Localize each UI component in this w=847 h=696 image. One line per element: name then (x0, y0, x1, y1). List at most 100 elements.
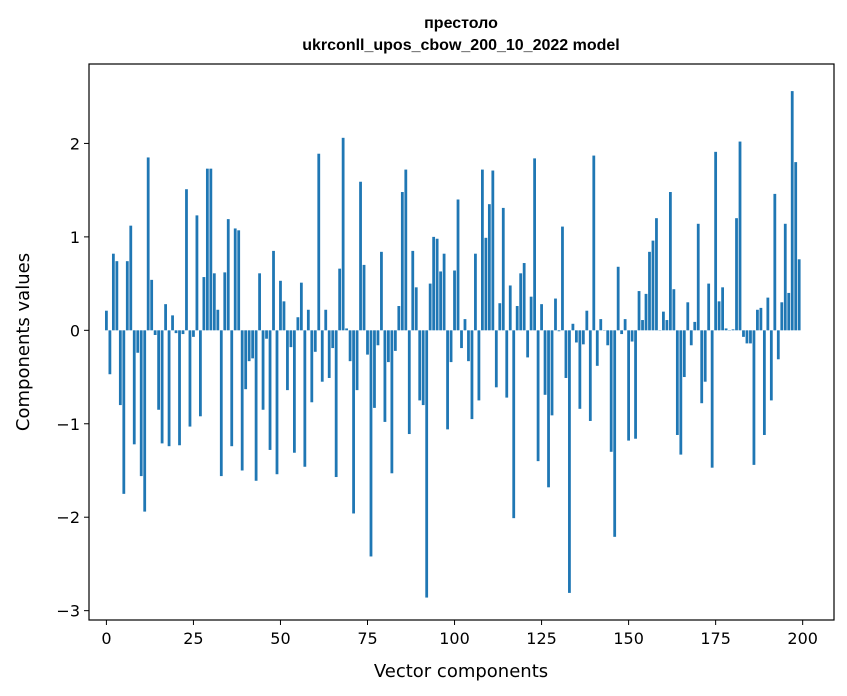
bar-component-6 (125, 261, 129, 331)
x-tick-label: 150 (613, 629, 644, 648)
bar-component-79 (380, 251, 383, 331)
bar-component-122 (529, 296, 533, 331)
bar-component-177 (721, 287, 724, 331)
x-tick-label: 75 (357, 629, 377, 648)
x-tick-label: 25 (183, 629, 203, 648)
bar-component-98 (446, 330, 449, 430)
bar-component-74 (362, 264, 366, 331)
bar-component-107 (477, 330, 481, 401)
bar-component-120 (522, 263, 526, 331)
bar-component-199 (797, 259, 801, 331)
bar-component-31 (212, 273, 216, 331)
bar-component-61 (317, 153, 321, 331)
bar-component-14 (153, 330, 157, 335)
bar-component-170 (696, 223, 700, 331)
bar-component-192 (773, 193, 777, 331)
bar-component-118 (515, 306, 519, 331)
bar-component-20 (174, 330, 178, 334)
bar-component-48 (272, 250, 275, 331)
bar-component-54 (293, 330, 296, 453)
bar-component-121 (526, 330, 530, 358)
bar-component-32 (216, 309, 220, 331)
bar-component-156 (648, 251, 651, 331)
bar-component-187 (756, 309, 759, 331)
bar-component-147 (616, 266, 620, 331)
bar-component-2 (111, 253, 115, 331)
bar-component-16 (160, 330, 164, 444)
bar-component-123 (533, 158, 536, 331)
y-tick-label: 2 (70, 134, 80, 153)
bar-component-128 (550, 330, 554, 416)
bar-component-43 (254, 330, 258, 481)
bar-component-17 (164, 304, 167, 331)
bar-component-85 (400, 192, 404, 331)
y-tick-label: −2 (56, 508, 80, 527)
bar-component-130 (557, 330, 561, 332)
bar-component-153 (637, 291, 641, 331)
bar-component-165 (679, 330, 683, 455)
bar-component-105 (470, 330, 474, 420)
y-tick-label: −1 (56, 415, 80, 434)
bar-component-189 (762, 330, 766, 435)
bar-component-135 (574, 330, 578, 343)
bar-component-0 (105, 310, 108, 331)
bar-component-193 (776, 330, 780, 360)
bar-component-196 (787, 292, 791, 331)
bar-component-40 (244, 330, 248, 390)
bar-component-114 (501, 207, 505, 331)
chart-title: престоло (424, 15, 498, 32)
bar-component-41 (247, 330, 251, 362)
bar-component-116 (508, 285, 512, 331)
bar-component-104 (467, 330, 470, 362)
bar-component-142 (599, 319, 603, 331)
x-tick-label: 125 (526, 629, 557, 648)
bar-component-103 (463, 319, 467, 331)
bar-component-15 (157, 330, 161, 410)
bar-component-67 (338, 268, 342, 331)
y-tick-label: −3 (56, 602, 80, 621)
bar-component-164 (675, 330, 679, 435)
bar-component-27 (199, 330, 202, 417)
bar-component-33 (219, 330, 223, 477)
bar-component-137 (581, 330, 585, 345)
bar-component-78 (376, 330, 380, 346)
bar-component-186 (752, 330, 756, 465)
bar-component-136 (578, 330, 582, 409)
bar-component-13 (150, 279, 154, 331)
x-tick-label: 200 (787, 629, 818, 648)
bar-component-198 (794, 162, 798, 331)
x-axis-label: Vector components (374, 661, 548, 682)
bar-component-49 (275, 330, 279, 475)
x-axis-ticks: 0 25 50 75 100 125 150 175 200 (101, 620, 818, 648)
bar-component-167 (686, 302, 690, 331)
bar-component-99 (449, 330, 453, 363)
bar-component-129 (554, 298, 557, 331)
x-tick-label: 0 (101, 629, 111, 648)
bar-component-71 (352, 330, 355, 514)
x-tick-label: 100 (439, 629, 470, 648)
bar-component-62 (320, 330, 324, 382)
bar-component-157 (651, 240, 655, 331)
bar-component-101 (456, 199, 460, 331)
bar-component-138 (585, 310, 589, 331)
bar-component-178 (724, 328, 728, 331)
bar-component-9 (136, 330, 140, 353)
bar-component-80 (383, 330, 387, 422)
bar-component-50 (279, 280, 282, 331)
bar-component-24 (188, 330, 192, 427)
bar-component-160 (662, 311, 665, 331)
bar-component-176 (717, 301, 721, 331)
bar-component-73 (359, 181, 362, 331)
bar-component-124 (536, 330, 540, 462)
bar-component-169 (693, 321, 697, 331)
bars-group (105, 91, 801, 598)
bar-component-190 (766, 297, 770, 331)
bar-component-155 (644, 293, 648, 331)
bar-component-112 (494, 330, 498, 388)
bar-component-151 (630, 330, 634, 342)
bar-component-4 (118, 330, 122, 406)
bar-component-125 (540, 304, 543, 331)
bar-component-166 (682, 330, 686, 378)
bar-component-126 (543, 330, 547, 395)
